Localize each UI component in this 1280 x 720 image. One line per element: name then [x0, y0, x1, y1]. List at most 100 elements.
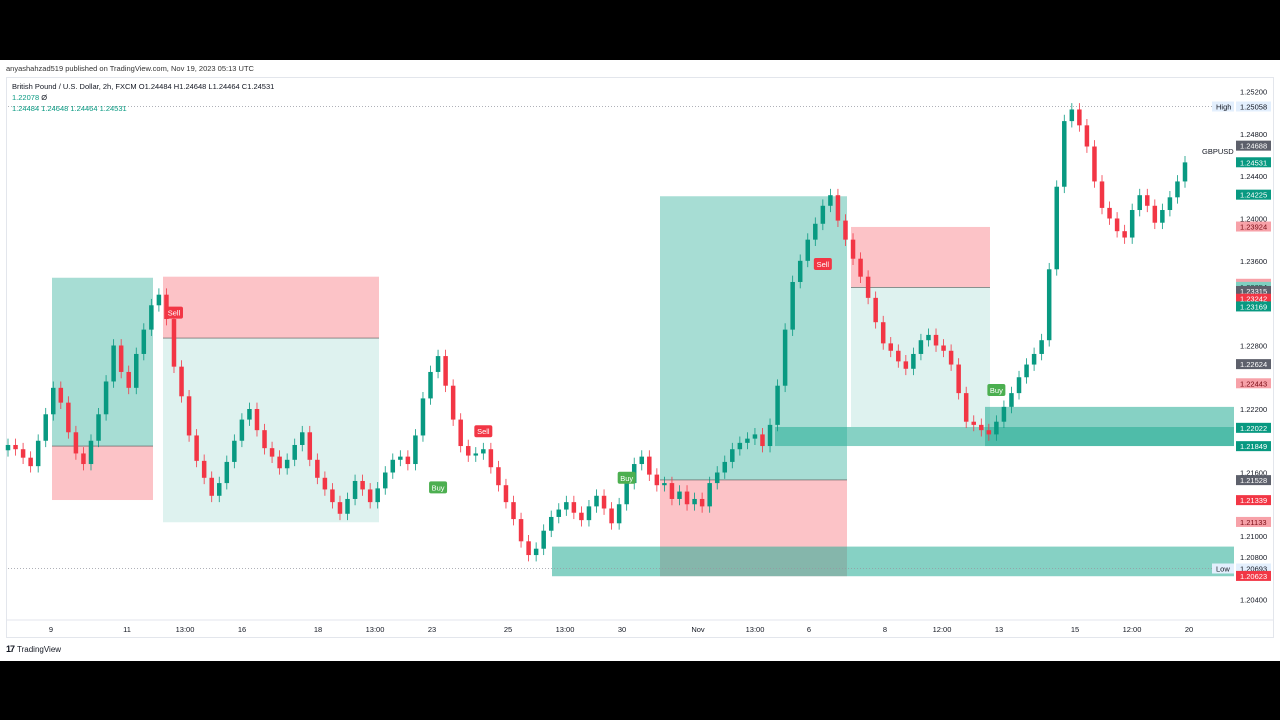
signal-text: Buy	[620, 474, 633, 483]
y-tick-label: 1.25200	[1240, 87, 1267, 96]
candle-body	[669, 483, 675, 499]
signal-badge	[474, 425, 493, 438]
candle-body	[963, 393, 969, 422]
badge-value: 1.21339	[1240, 496, 1267, 505]
x-tick-label: 8	[883, 625, 887, 634]
candles	[5, 103, 1188, 562]
badge-value: 1.20623	[1240, 572, 1267, 581]
badge-tag: High	[1216, 103, 1231, 112]
candle-body	[322, 477, 328, 490]
candle-body	[594, 495, 599, 507]
signal-badge	[813, 257, 832, 270]
candle-body	[126, 371, 131, 388]
candle-body	[662, 483, 667, 486]
signal-sell: Sell	[813, 257, 832, 270]
candle-body	[1152, 205, 1158, 223]
candle-body	[458, 419, 463, 447]
candle-body	[835, 195, 841, 221]
y-tick-label: 1.21600	[1240, 469, 1267, 478]
candle-body	[1092, 146, 1097, 182]
candle-body	[1182, 162, 1188, 182]
loss-zone	[52, 446, 153, 501]
candle-body	[684, 491, 690, 505]
candle-body	[533, 548, 539, 556]
candle-body	[360, 480, 365, 490]
candle-body	[933, 334, 939, 346]
badge-value: 1.24225	[1240, 191, 1267, 200]
candle-body	[843, 220, 848, 240]
candle-body	[1175, 181, 1180, 198]
y-tick-label: 1.24800	[1240, 130, 1267, 139]
signal-badge	[429, 481, 448, 494]
reference-lines	[8, 106, 1234, 569]
candle-body	[624, 483, 629, 505]
badge-bg	[1236, 378, 1271, 389]
candle-body	[556, 509, 562, 517]
position-zones	[52, 196, 1234, 577]
signal-buy: Buy	[987, 383, 1006, 396]
badge-bg	[1236, 495, 1271, 506]
badge-value: 1.22022	[1240, 424, 1267, 433]
candle-body	[232, 440, 237, 462]
candle-body	[194, 435, 199, 461]
candle-body	[398, 456, 403, 460]
candle-body	[865, 276, 871, 298]
candle-body	[488, 449, 494, 468]
candle-body	[737, 442, 743, 450]
demand-zone	[985, 406, 1234, 447]
candle-body	[722, 461, 728, 473]
candle-body	[35, 440, 41, 467]
price-badge: High 1.25058	[1212, 101, 1271, 112]
y-tick-label: 1.22800	[1240, 341, 1267, 350]
badge-bg	[1236, 475, 1271, 486]
footer-brand[interactable]: TradingView	[17, 644, 62, 654]
candle-body	[179, 366, 184, 397]
candle-body	[858, 258, 863, 277]
badge-bg	[1236, 101, 1271, 112]
loss-zone	[163, 276, 379, 339]
signal-text: Sell	[168, 309, 181, 318]
candle-body	[88, 440, 94, 465]
signal-text: Sell	[477, 427, 490, 436]
candle-body	[1129, 210, 1135, 238]
candle-body	[186, 396, 192, 436]
candle-body	[1084, 125, 1090, 147]
candle-body	[413, 435, 418, 465]
y-tick-label: 1.22200	[1240, 405, 1267, 414]
candle-body	[28, 457, 33, 467]
candle-body	[873, 297, 878, 323]
badge-bg	[1236, 221, 1271, 232]
price-badge: 1.23242	[1236, 293, 1271, 304]
candle-body	[752, 434, 758, 439]
candle-body	[1046, 269, 1052, 341]
candle-body	[262, 430, 267, 449]
signal-badge	[617, 471, 636, 484]
candle-body	[171, 319, 177, 367]
tradingview-logo-icon[interactable]: 17	[6, 644, 15, 654]
price-badge: 1.22624	[1236, 359, 1271, 370]
badge-value: 1.23242	[1240, 295, 1267, 304]
y-tick-label: 1.24400	[1240, 172, 1267, 181]
badge-value: 1.21133	[1240, 518, 1267, 527]
footer: 17 TradingView	[6, 644, 61, 654]
y-tick-label: 1.20800	[1240, 553, 1267, 562]
candle-body	[828, 195, 833, 206]
badge-value: 1.23315	[1240, 287, 1267, 296]
candle-body	[1039, 340, 1044, 354]
candle-body	[503, 485, 509, 503]
profit-zone	[851, 287, 990, 427]
badge-bg	[1236, 516, 1271, 527]
badge-bg	[1236, 140, 1271, 151]
candle-body	[896, 350, 901, 362]
price-badge: 1.24688	[1236, 140, 1271, 151]
candle-body	[639, 456, 645, 465]
candle-body	[820, 205, 826, 224]
y-tick-label: 1.21000	[1240, 532, 1267, 541]
signal-badge	[987, 383, 1006, 396]
candle-body	[1160, 210, 1165, 223]
candle-body	[601, 495, 607, 509]
indicator-suffix: Ø	[41, 93, 48, 102]
signal-text: Buy	[432, 483, 445, 492]
candle-body	[797, 260, 803, 282]
